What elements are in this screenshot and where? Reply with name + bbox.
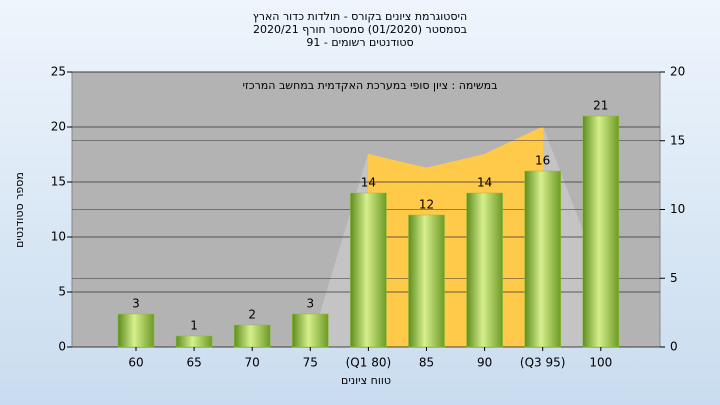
bar (233, 324, 271, 348)
data-label: 16 (535, 154, 550, 168)
y2-tick-label: 5 (670, 271, 678, 285)
y-tick-label: 15 (51, 175, 66, 189)
bar (408, 214, 445, 348)
x-tick-label: 100 (589, 356, 612, 370)
x-axis-label: טווח ציונים (341, 374, 391, 387)
x-tick-label: 75 (303, 356, 318, 370)
y-tick-label: 20 (51, 120, 66, 134)
x-tick-label: (Q3 95) (520, 356, 566, 370)
bar (524, 170, 561, 348)
y-tick-label: 10 (51, 230, 66, 244)
chart-title: היסטוגרמת ציונים בקורס - תולדות כדור האר… (253, 10, 467, 23)
bar (466, 192, 503, 348)
y-tick-label: 25 (51, 65, 66, 79)
y2-tick-label: 10 (670, 202, 685, 216)
bar (175, 335, 213, 348)
chart-subtitle: סטודנטים רשומים - 91 (306, 36, 413, 49)
data-label: 14 (477, 176, 492, 190)
bar (582, 115, 620, 348)
data-label: 14 (361, 176, 376, 190)
data-label: 21 (593, 99, 608, 113)
x-tick-label: 65 (186, 356, 201, 370)
x-tick-label: 85 (419, 356, 434, 370)
y-tick-label: 0 (58, 340, 66, 354)
data-label: 1 (190, 319, 198, 333)
chart-subtitle: בסמסטר (01/2020) סמסטר חורף 2020/21 (253, 23, 467, 36)
y2-tick-label: 0 (670, 340, 678, 354)
x-tick-label: 90 (477, 356, 492, 370)
x-tick-label: (Q1 80) (346, 356, 392, 370)
y2-tick-label: 20 (670, 65, 685, 79)
data-label: 3 (306, 297, 314, 311)
x-tick-label: 70 (245, 356, 260, 370)
data-label: 12 (419, 198, 434, 212)
bar (117, 313, 155, 348)
bar (350, 192, 387, 348)
data-label: 3 (132, 297, 140, 311)
y-axis-label: מספר סטודנטים (13, 172, 26, 248)
x-tick-label: 60 (128, 356, 143, 370)
y2-tick-label: 15 (670, 133, 685, 147)
y-tick-label: 5 (58, 285, 66, 299)
bar (292, 313, 329, 348)
data-label: 2 (248, 308, 256, 322)
annotation: במשימה : ציון סופי במערכת האקדמית במחשב … (243, 79, 498, 92)
